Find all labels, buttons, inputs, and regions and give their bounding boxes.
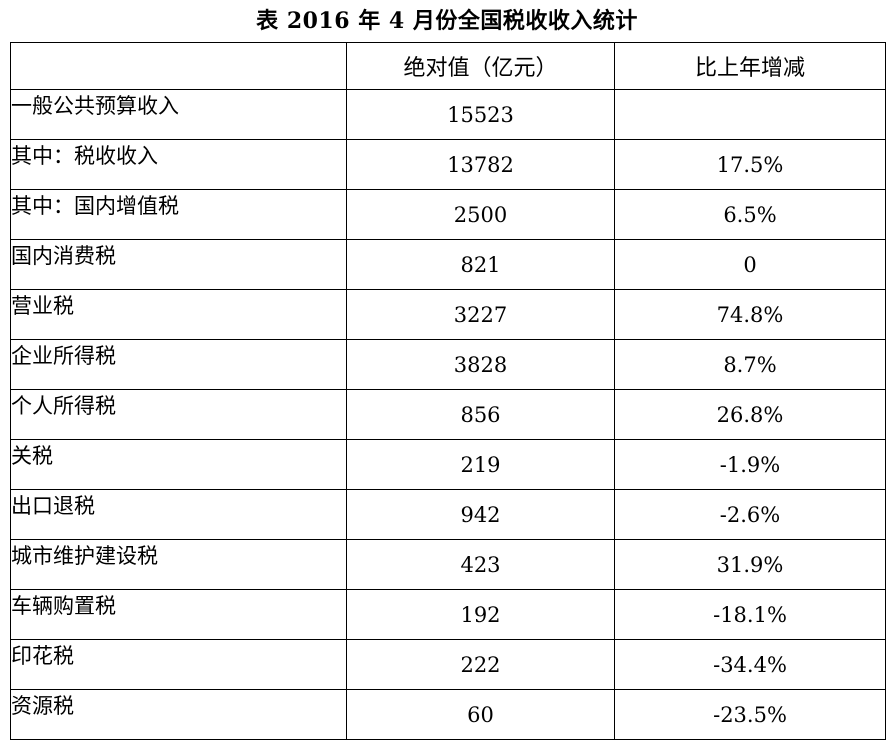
row-name: 个人所得税 — [10, 389, 347, 440]
row-value: 2500 — [346, 189, 615, 240]
row-name: 出口退税 — [10, 489, 347, 540]
row-change: 17.5% — [614, 139, 886, 190]
row-change: -1.9% — [614, 439, 886, 490]
row-value: 192 — [346, 589, 615, 640]
row-change: -2.6% — [614, 489, 886, 540]
row-change: 8.7% — [614, 339, 886, 390]
row-name: 其中：税收收入 — [10, 139, 347, 190]
row-value: 15523 — [346, 89, 615, 140]
table-caption: 表 2016 年 4 月份全国税收收入统计 — [256, 8, 638, 34]
tax-revenue-table: 绝对值（亿元） 比上年增减 一般公共预算收入 15523 其中：税收收入 137… — [10, 42, 886, 740]
row-name: 营业税 — [10, 289, 347, 340]
row-change — [614, 89, 886, 140]
table-row: 印花税 222 -34.4% — [10, 639, 886, 690]
row-name: 印花税 — [10, 639, 347, 690]
row-value: 856 — [346, 389, 615, 440]
row-change: 6.5% — [614, 189, 886, 240]
row-change: 74.8% — [614, 289, 886, 340]
header-row: 绝对值（亿元） 比上年增减 — [10, 42, 886, 90]
row-value: 3828 — [346, 339, 615, 390]
table-row: 城市维护建设税 423 31.9% — [10, 539, 886, 590]
header-yoy-change: 比上年增减 — [614, 42, 886, 90]
header-name — [10, 42, 347, 90]
row-value: 222 — [346, 639, 615, 690]
row-change: 0 — [614, 239, 886, 290]
table-row: 一般公共预算收入 15523 — [10, 89, 886, 140]
table-row: 其中：税收收入 13782 17.5% — [10, 139, 886, 190]
row-name: 一般公共预算收入 — [10, 89, 347, 140]
row-value: 219 — [346, 439, 615, 490]
row-change: -23.5% — [614, 689, 886, 740]
table-row: 其中：国内增值税 2500 6.5% — [10, 189, 886, 240]
row-name: 其中：国内增值税 — [10, 189, 347, 240]
table-row: 关税 219 -1.9% — [10, 439, 886, 490]
table-row: 企业所得税 3828 8.7% — [10, 339, 886, 390]
row-name: 国内消费税 — [10, 239, 347, 290]
table-row: 国内消费税 821 0 — [10, 239, 886, 290]
table-row: 个人所得税 856 26.8% — [10, 389, 886, 440]
row-name: 城市维护建设税 — [10, 539, 347, 590]
table-row: 出口退税 942 -2.6% — [10, 489, 886, 540]
row-value: 821 — [346, 239, 615, 290]
header-absolute-value: 绝对值（亿元） — [346, 42, 615, 90]
row-value: 423 — [346, 539, 615, 590]
row-change: 26.8% — [614, 389, 886, 440]
row-name: 车辆购置税 — [10, 589, 347, 640]
table-row: 资源税 60 -23.5% — [10, 689, 886, 740]
table-row: 车辆购置税 192 -18.1% — [10, 589, 886, 640]
row-name: 资源税 — [10, 689, 347, 740]
row-change: 31.9% — [614, 539, 886, 590]
row-change: -18.1% — [614, 589, 886, 640]
table-row: 营业税 3227 74.8% — [10, 289, 886, 340]
row-value: 60 — [346, 689, 615, 740]
row-name: 关税 — [10, 439, 347, 490]
row-name: 企业所得税 — [10, 339, 347, 390]
row-value: 3227 — [346, 289, 615, 340]
row-value: 13782 — [346, 139, 615, 190]
row-value: 942 — [346, 489, 615, 540]
row-change: -34.4% — [614, 639, 886, 690]
